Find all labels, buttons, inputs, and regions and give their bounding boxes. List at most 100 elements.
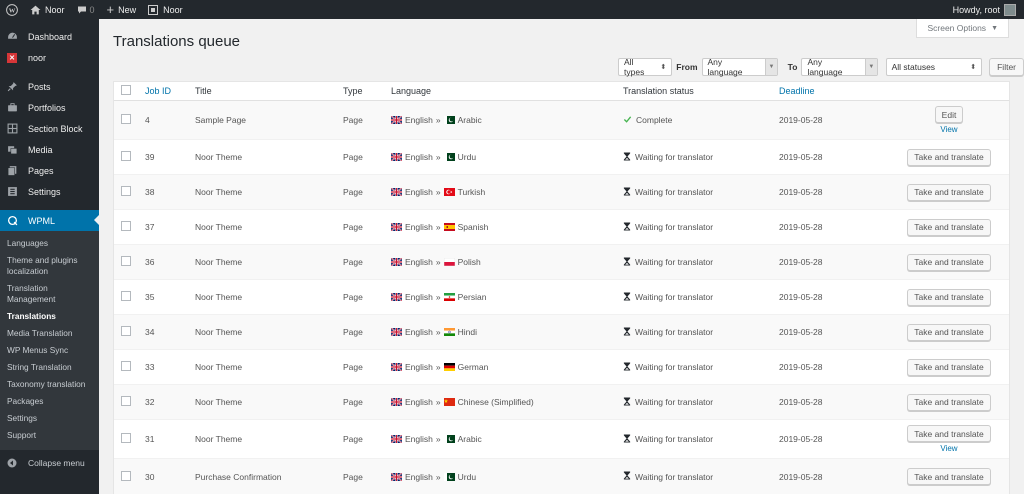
row-checkbox[interactable] — [121, 396, 131, 406]
deadline: 2019-05-28 — [779, 115, 823, 125]
job-id: 39 — [145, 152, 155, 162]
view-link[interactable]: View — [940, 444, 958, 453]
menu-separator — [0, 202, 99, 210]
user-menu[interactable]: Howdy, root — [952, 3, 1024, 16]
submenu-theme-plugins-localization[interactable]: Theme and plugins localization — [7, 255, 78, 276]
row-action-button[interactable]: Take and translate — [907, 358, 991, 376]
to-language-select[interactable]: Any language ▼ — [801, 57, 878, 77]
submenu-wp-menus-sync[interactable]: WP Menus Sync — [7, 345, 69, 355]
row-checkbox[interactable] — [121, 433, 131, 443]
uk-flag-icon — [390, 397, 403, 407]
wordpress-logo-icon[interactable]: W — [0, 0, 24, 19]
screen-options-button[interactable]: Screen Options ▼ — [916, 19, 1009, 38]
row-checkbox[interactable] — [121, 114, 131, 124]
grid-icon — [6, 123, 18, 135]
job-type: Page — [343, 292, 363, 302]
menu-wpml[interactable]: WPML — [0, 210, 99, 231]
submenu-media-translation[interactable]: Media Translation — [7, 328, 73, 338]
row-action-button[interactable]: Take and translate — [907, 468, 991, 485]
row-action-button[interactable]: Take and translate — [907, 183, 991, 201]
menu-pages[interactable]: Pages — [0, 160, 99, 181]
pin-icon — [6, 81, 18, 93]
submenu-support[interactable]: Support — [7, 430, 37, 440]
row-actions: Take and translate — [889, 218, 1009, 236]
row-checkbox[interactable] — [121, 361, 131, 371]
submenu-taxonomy-translation[interactable]: Taxonomy translation — [7, 379, 86, 389]
menu-posts[interactable]: Posts — [0, 76, 99, 97]
title-column-header: Title — [195, 86, 212, 96]
row-action-button[interactable]: Edit — [934, 106, 964, 123]
row-action-button[interactable]: Take and translate — [907, 218, 991, 236]
row-checkbox[interactable] — [121, 256, 131, 266]
select-all-checkbox[interactable] — [121, 85, 131, 95]
arrow-separator: » — [435, 434, 441, 444]
menu-settings[interactable]: Settings — [0, 181, 99, 202]
language-pair: English » Hindi — [390, 327, 623, 337]
job-type: Page — [343, 434, 363, 444]
dropdown-arrow-icon: ▼ — [765, 59, 777, 75]
row-action-button[interactable]: Take and translate — [907, 323, 991, 341]
translation-status: Waiting for translator — [623, 186, 779, 198]
row-checkbox[interactable] — [121, 151, 131, 161]
translation-status: Waiting for translator — [623, 291, 779, 303]
menu-portfolios[interactable]: Portfolios — [0, 97, 99, 118]
menu-dashboard[interactable]: Dashboard — [0, 26, 99, 47]
collapse-label: Collapse menu — [28, 457, 85, 468]
language-pair: English » Urdu — [390, 152, 623, 162]
language-pair: English » Urdu — [390, 472, 623, 482]
new-content-link[interactable]: + New — [101, 0, 143, 19]
row-checkbox[interactable] — [121, 291, 131, 301]
view-link[interactable]: View — [940, 125, 958, 134]
submenu-settings[interactable]: Settings — [7, 413, 37, 423]
job-title: Noor Theme — [195, 152, 243, 162]
filter-button[interactable]: Filter — [989, 58, 1024, 76]
howdy-text: Howdy, root — [952, 4, 1000, 15]
submenu-packages[interactable]: Packages — [7, 396, 44, 406]
deadline-column-header[interactable]: Deadline — [779, 86, 815, 96]
plugin-label: Noor — [163, 4, 183, 15]
menu-section-block[interactable]: Section Block — [0, 118, 99, 139]
type-select[interactable]: All types ⬍ — [618, 57, 673, 77]
hourglass-icon — [623, 186, 631, 198]
row-checkbox[interactable] — [121, 186, 131, 196]
settings-icon — [6, 186, 18, 198]
plugin-link[interactable]: Noor — [142, 0, 189, 19]
collapse-menu-button[interactable]: Collapse menu — [0, 452, 99, 473]
status-text: Waiting for translator — [635, 152, 714, 162]
job-id: 33 — [145, 362, 155, 372]
submenu-languages[interactable]: Languages — [7, 238, 49, 248]
submenu-string-translation[interactable]: String Translation — [7, 362, 72, 372]
row-action-button[interactable]: Take and translate — [907, 253, 991, 271]
target-language: Arabic — [457, 115, 482, 125]
row-checkbox[interactable] — [121, 470, 131, 481]
status-text: Waiting for translator — [635, 397, 714, 407]
de-flag-icon — [443, 363, 455, 371]
site-name-link[interactable]: Noor — [24, 0, 71, 19]
table-row: 4 Sample Page Page English » Arabic Comp… — [114, 101, 1009, 140]
row-actions: Take and translate — [889, 468, 1009, 485]
job-id-column-header[interactable]: Job ID — [145, 86, 172, 96]
deadline: 2019-05-28 — [779, 222, 823, 232]
avatar — [1004, 3, 1016, 16]
translation-status: Waiting for translator — [623, 326, 779, 338]
svg-text:W: W — [9, 7, 16, 14]
status-select[interactable]: All statuses ⬍ — [885, 58, 983, 76]
row-action-button[interactable]: Take and translate — [907, 425, 991, 442]
from-language-select[interactable]: Any language ▼ — [701, 57, 778, 77]
row-action-button[interactable]: Take and translate — [907, 288, 991, 306]
row-action-button[interactable]: Take and translate — [907, 393, 991, 411]
job-title: Noor Theme — [195, 434, 243, 444]
row-checkbox[interactable] — [121, 221, 131, 231]
hourglass-icon — [623, 433, 631, 445]
row-action-button[interactable]: Take and translate — [907, 148, 991, 166]
menu-media[interactable]: Media — [0, 139, 99, 160]
row-checkbox[interactable] — [121, 326, 131, 336]
translations-table: Job ID Title Type Language Translation s… — [113, 81, 1010, 494]
menu-noor[interactable]: ✕ noor — [0, 47, 99, 68]
submenu-translations[interactable]: Translations — [7, 311, 56, 321]
from-language-value: Any language — [707, 57, 743, 77]
dashboard-icon — [6, 31, 18, 43]
comments-link[interactable]: 0 — [71, 0, 101, 19]
job-title: Noor Theme — [195, 187, 243, 197]
submenu-translation-management[interactable]: Translation Management — [7, 283, 56, 304]
